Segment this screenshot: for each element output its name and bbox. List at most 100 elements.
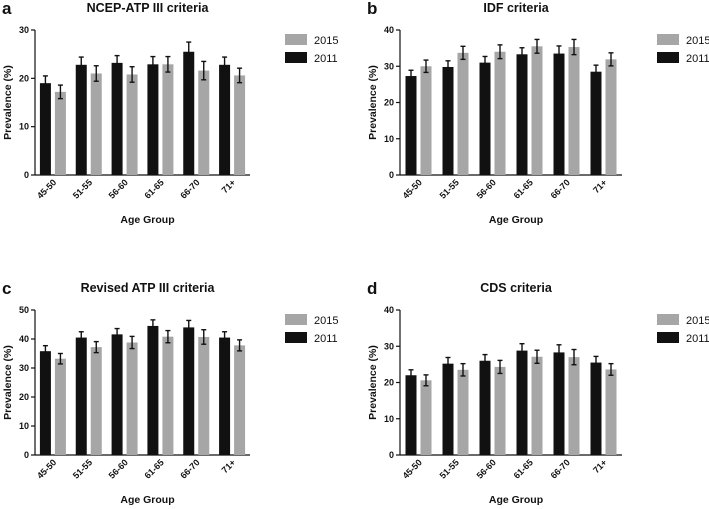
bar-2011-56-60	[479, 62, 491, 175]
chart-panel-d: d CDS criteria 0 10 20 30 40 Prevalence (%) 45-5…	[367, 279, 709, 506]
bar-2015-61-65	[162, 64, 174, 175]
panel-letter: d	[367, 279, 377, 298]
bar-2011-56-60	[479, 360, 491, 455]
legend-swatch-2015	[657, 34, 679, 45]
bar-2015-66-70	[198, 70, 210, 175]
bar-2015-71+	[234, 345, 246, 455]
chart-title: IDF criteria	[483, 1, 549, 15]
x-tick-label: 56-60	[107, 457, 130, 480]
x-tick-label: 51-55	[438, 177, 461, 200]
y-axis-label: Prevalence (%)	[367, 345, 379, 420]
bar-2015-45-50	[54, 358, 66, 455]
x-tick-label: 71+	[591, 457, 609, 475]
bar-2015-56-60	[494, 366, 506, 455]
bar-2011-51-55	[75, 64, 87, 175]
bar-2015-61-65	[531, 46, 543, 175]
bar-2011-71+	[219, 64, 231, 175]
y-tick-label: 20	[384, 378, 394, 388]
bar-2015-61-65	[162, 336, 174, 455]
legend-swatch-2011	[657, 332, 679, 343]
legend-label-2015: 2015	[314, 315, 338, 327]
y-tick-label: 30	[19, 363, 29, 373]
bar-2015-51-55	[457, 52, 469, 175]
bar-2011-61-65	[147, 325, 159, 455]
x-axis-label: Age Group	[489, 214, 543, 226]
chart-panel-c: c Revised ATP III criteria 0 10 20 30 40 50 Prev…	[2, 279, 338, 506]
legend-label-2011: 2011	[314, 53, 338, 65]
legend-swatch-2011	[285, 332, 307, 343]
y-axis-label: Prevalence (%)	[2, 65, 14, 140]
y-tick-label: 30	[384, 341, 394, 351]
bar-2011-61-65	[147, 64, 159, 175]
bar-2011-45-50	[405, 375, 417, 455]
bar-2011-61-65	[516, 350, 528, 455]
legend-label-2015: 2015	[314, 35, 338, 47]
bar-2011-66-70	[553, 352, 565, 455]
bar-2011-51-55	[442, 363, 454, 455]
bar-2015-66-70	[568, 47, 580, 175]
bar-2015-71+	[605, 59, 617, 175]
x-tick-label: 56-60	[475, 457, 498, 480]
legend-swatch-2015	[285, 314, 307, 325]
x-tick-label: 45-50	[35, 177, 58, 200]
x-tick-label: 66-70	[178, 177, 201, 200]
bar-2015-61-65	[531, 356, 543, 455]
legend-swatch-2011	[285, 52, 307, 63]
bar-2015-56-60	[126, 74, 138, 175]
legend-label-2015: 2015	[686, 35, 709, 47]
y-tick-label: 0	[24, 450, 29, 460]
y-tick-label: 20	[19, 73, 29, 83]
y-tick-label: 0	[24, 170, 29, 180]
y-tick-label: 20	[19, 392, 29, 402]
x-tick-label: 56-60	[107, 177, 130, 200]
y-tick-label: 40	[384, 25, 394, 35]
bar-2015-71+	[605, 369, 617, 455]
bar-2011-71+	[219, 337, 231, 455]
bar-2011-56-60	[111, 62, 123, 175]
x-tick-label: 66-70	[178, 457, 201, 480]
y-tick-label: 10	[384, 414, 394, 424]
bar-2015-56-60	[126, 342, 138, 455]
bar-2015-66-70	[568, 357, 580, 455]
chart-panel-a: a NCEP-ATP III criteria 0 10 20 30 Prevalence …	[2, 0, 338, 226]
panel-letter: b	[367, 0, 377, 18]
bar-2015-51-55	[90, 73, 102, 175]
bar-2011-45-50	[39, 351, 51, 455]
legend-label-2011: 2011	[686, 333, 709, 345]
panel-letter: c	[2, 279, 11, 298]
y-tick-label: 50	[19, 305, 29, 315]
y-tick-label: 10	[384, 134, 394, 144]
x-tick-label: 71+	[220, 457, 238, 475]
bar-2015-51-55	[457, 369, 469, 455]
chart-title: NCEP-ATP III criteria	[87, 1, 210, 15]
chart-panel-b: b IDF criteria 0 10 20 30 40 Prevalence (%) 45-5…	[367, 0, 709, 226]
x-tick-label: 56-60	[475, 177, 498, 200]
x-tick-label: 45-50	[401, 457, 424, 480]
bar-2011-51-55	[75, 337, 87, 455]
y-tick-label: 10	[19, 122, 29, 132]
bar-2015-45-50	[54, 91, 66, 175]
x-axis-label: Age Group	[120, 494, 174, 506]
y-axis-label: Prevalence (%)	[2, 345, 14, 420]
panel-letter: a	[2, 0, 12, 18]
chart-title: Revised ATP III criteria	[81, 281, 216, 295]
bar-2011-45-50	[405, 76, 417, 175]
bar-2011-56-60	[111, 334, 123, 455]
y-tick-label: 10	[19, 421, 29, 431]
x-tick-label: 61-65	[512, 457, 535, 480]
legend-label-2015: 2015	[686, 315, 709, 327]
x-tick-label: 61-65	[142, 177, 165, 200]
bar-2011-45-50	[39, 83, 51, 175]
bar-2011-66-70	[183, 327, 195, 455]
bar-2011-61-65	[516, 54, 528, 175]
x-axis-label: Age Group	[489, 494, 543, 506]
bar-2015-56-60	[494, 51, 506, 175]
x-tick-label: 66-70	[549, 177, 572, 200]
x-tick-label: 45-50	[35, 457, 58, 480]
bar-2011-51-55	[442, 66, 454, 175]
legend-swatch-2011	[657, 52, 679, 63]
x-tick-label: 51-55	[438, 457, 461, 480]
x-tick-label: 71+	[591, 177, 609, 195]
y-tick-label: 30	[19, 25, 29, 35]
